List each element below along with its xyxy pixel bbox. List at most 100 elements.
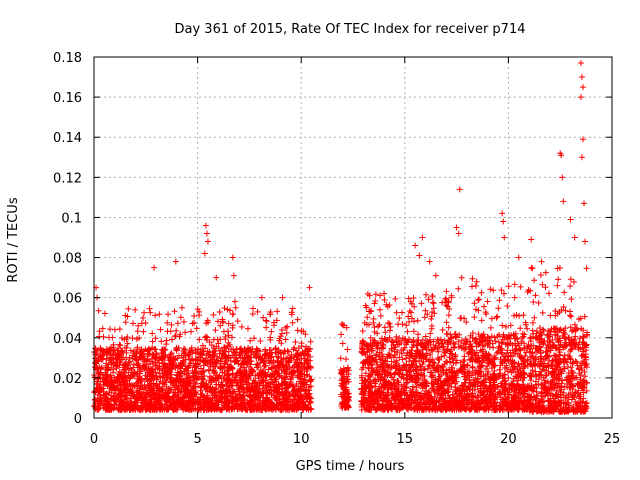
data-point — [507, 352, 514, 359]
data-point — [376, 306, 383, 313]
data-point — [141, 385, 148, 392]
data-point — [502, 377, 509, 384]
data-point — [132, 403, 139, 410]
data-point — [418, 390, 425, 397]
data-point — [281, 388, 288, 395]
data-point — [499, 384, 506, 391]
data-point — [440, 369, 447, 376]
data-point — [212, 369, 219, 376]
data-point — [481, 303, 488, 310]
data-point — [288, 357, 295, 364]
data-point — [364, 356, 371, 363]
data-point — [436, 394, 443, 401]
data-point — [408, 353, 415, 360]
data-point — [239, 354, 246, 361]
data-point — [383, 393, 390, 400]
data-point — [421, 377, 428, 384]
data-point — [233, 380, 240, 387]
data-point — [458, 337, 465, 344]
data-point — [521, 331, 528, 338]
data-point — [505, 404, 512, 411]
data-point — [152, 346, 159, 353]
data-point — [400, 388, 407, 395]
data-point — [290, 354, 297, 361]
data-point — [508, 382, 515, 389]
data-point — [191, 373, 198, 380]
data-point — [371, 394, 378, 401]
data-point — [381, 324, 388, 331]
data-point — [129, 320, 136, 327]
data-point — [104, 351, 111, 358]
data-point — [364, 343, 371, 350]
data-point — [402, 366, 409, 373]
data-point — [514, 381, 521, 388]
data-point — [229, 365, 236, 372]
data-point — [108, 359, 115, 366]
data-point — [168, 350, 175, 357]
data-point — [210, 311, 217, 318]
data-point — [452, 374, 459, 381]
data-point — [391, 396, 398, 403]
data-point — [435, 375, 442, 382]
data-point — [100, 404, 107, 411]
data-point — [388, 345, 395, 352]
data-point — [283, 370, 290, 377]
data-point — [416, 382, 423, 389]
data-point — [459, 369, 466, 376]
data-point — [478, 397, 485, 404]
data-point — [158, 353, 165, 360]
data-point — [173, 372, 180, 379]
data-point — [439, 343, 446, 350]
data-point — [513, 373, 520, 380]
data-point — [432, 342, 439, 349]
data-points — [91, 60, 591, 415]
data-point — [381, 296, 388, 303]
data-point — [103, 355, 110, 362]
data-point — [424, 311, 431, 318]
data-point — [388, 391, 395, 398]
data-point — [370, 401, 377, 408]
data-point — [298, 340, 305, 347]
data-point — [466, 386, 473, 393]
data-point — [404, 371, 411, 378]
data-point — [487, 337, 494, 344]
data-point — [471, 300, 478, 307]
data-point — [469, 363, 476, 370]
data-point — [367, 389, 374, 396]
data-point — [210, 370, 217, 377]
data-point — [457, 359, 464, 366]
data-point — [454, 398, 461, 405]
data-point — [204, 388, 211, 395]
data-point — [457, 365, 464, 372]
data-point — [511, 312, 518, 319]
data-point — [451, 340, 458, 347]
data-point — [512, 386, 519, 393]
data-point — [385, 319, 392, 326]
data-point — [263, 387, 270, 394]
data-point — [282, 324, 289, 331]
data-point — [148, 366, 155, 373]
data-point — [477, 404, 484, 411]
data-point — [286, 401, 293, 408]
data-point — [236, 346, 243, 353]
data-point — [522, 319, 529, 326]
data-point — [143, 391, 150, 398]
data-point — [473, 398, 480, 405]
data-point — [132, 383, 139, 390]
data-point — [425, 363, 432, 370]
data-point — [305, 387, 312, 394]
data-point — [377, 292, 384, 299]
data-point — [477, 382, 484, 389]
data-point — [174, 376, 181, 383]
data-point — [152, 335, 159, 342]
data-point — [156, 360, 163, 367]
data-point — [520, 340, 527, 347]
data-point — [257, 354, 264, 361]
data-point — [506, 335, 513, 342]
data-point — [372, 297, 379, 304]
data-point — [468, 404, 475, 411]
data-point — [520, 312, 527, 319]
data-point — [100, 333, 107, 340]
data-point — [399, 364, 406, 371]
data-point — [121, 344, 128, 351]
